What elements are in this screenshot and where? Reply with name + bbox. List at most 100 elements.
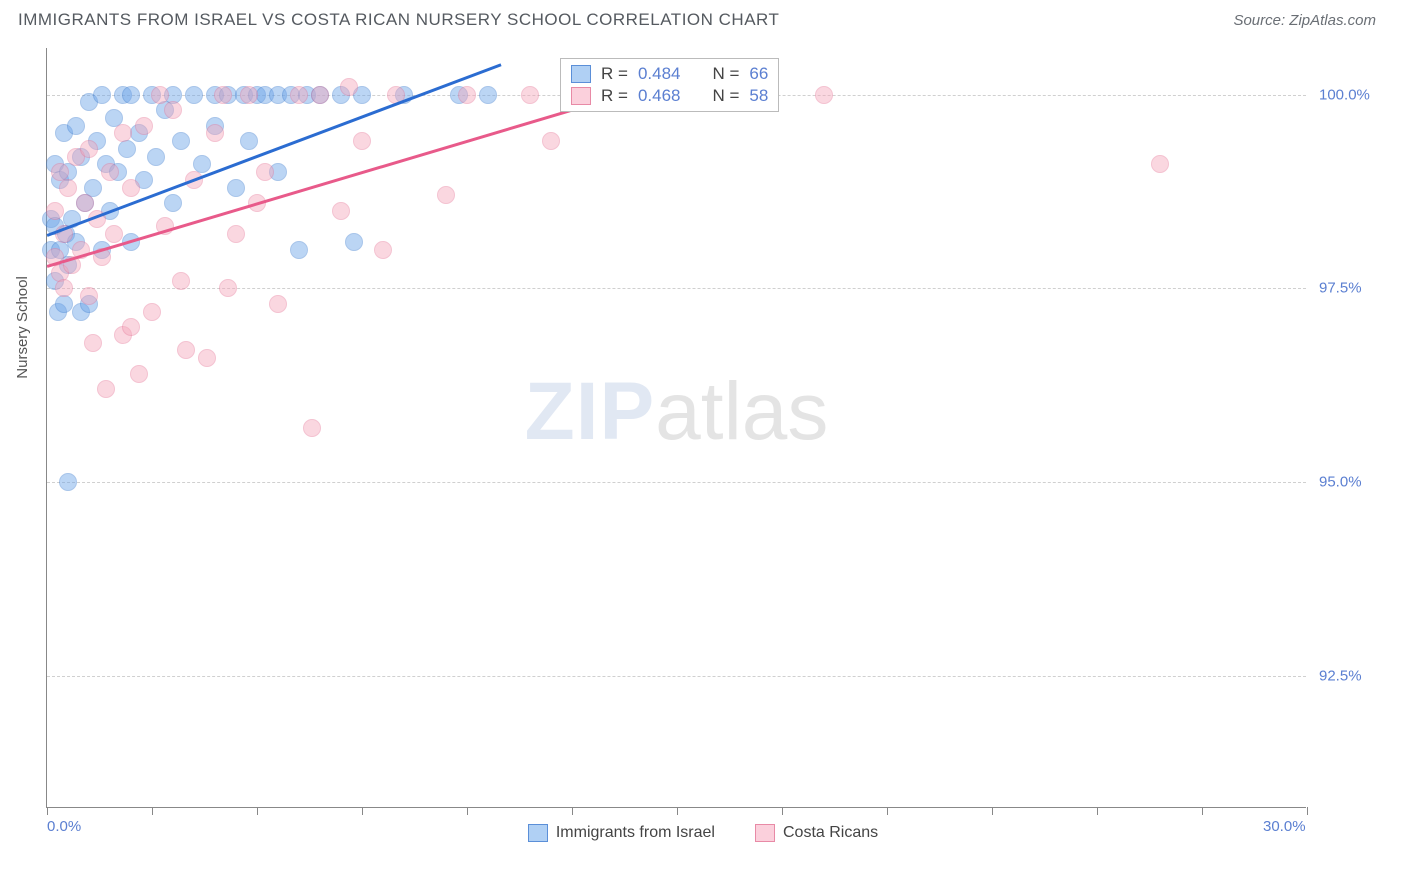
data-point (214, 86, 232, 104)
data-point (130, 365, 148, 383)
r-value: 0.468 (638, 86, 681, 106)
chart-title: IMMIGRANTS FROM ISRAEL VS COSTA RICAN NU… (18, 10, 779, 30)
n-value: 58 (749, 86, 768, 106)
data-point (80, 140, 98, 158)
data-point (521, 86, 539, 104)
x-tick (782, 807, 783, 815)
n-value: 66 (749, 64, 768, 84)
data-point (46, 202, 64, 220)
data-point (227, 225, 245, 243)
x-tick (1097, 807, 1098, 815)
data-point (105, 225, 123, 243)
y-axis-label: Nursery School (14, 276, 31, 379)
x-tick (47, 807, 48, 815)
data-point (815, 86, 833, 104)
legend-swatch (755, 824, 775, 842)
data-point (122, 179, 140, 197)
data-point (164, 194, 182, 212)
data-point (118, 140, 136, 158)
x-tick (257, 807, 258, 815)
data-point (198, 349, 216, 367)
data-point (114, 124, 132, 142)
data-point (458, 86, 476, 104)
x-tick (887, 807, 888, 815)
data-point (164, 101, 182, 119)
gridline (47, 676, 1306, 677)
data-point (151, 86, 169, 104)
gridline (47, 482, 1306, 483)
data-point (55, 279, 73, 297)
data-point (59, 179, 77, 197)
data-point (240, 86, 258, 104)
data-point (80, 287, 98, 305)
data-point (479, 86, 497, 104)
stats-row: R =0.484N =66 (571, 63, 768, 85)
source-attribution: Source: ZipAtlas.com (1233, 12, 1376, 29)
legend-item: Immigrants from Israel (528, 824, 715, 842)
data-point (290, 86, 308, 104)
series-swatch (571, 87, 591, 105)
legend-item: Costa Ricans (755, 824, 878, 842)
data-point (76, 194, 94, 212)
x-tick (572, 807, 573, 815)
y-tick-label: 92.5% (1319, 668, 1362, 685)
data-point (303, 419, 321, 437)
data-point (219, 279, 237, 297)
legend-label: Costa Ricans (783, 824, 878, 842)
data-point (206, 124, 224, 142)
data-point (147, 148, 165, 166)
scatter-plot-area: ZIPatlas 92.5%95.0%97.5%100.0%0.0%30.0% (46, 48, 1306, 808)
data-point (59, 473, 77, 491)
data-point (101, 163, 119, 181)
data-point (345, 233, 363, 251)
x-tick (362, 807, 363, 815)
data-point (340, 78, 358, 96)
x-tick (677, 807, 678, 815)
data-point (374, 241, 392, 259)
r-label: R = (601, 86, 628, 106)
data-point (177, 341, 195, 359)
data-point (437, 186, 455, 204)
series-swatch (571, 65, 591, 83)
y-tick-label: 97.5% (1319, 280, 1362, 297)
x-tick (152, 807, 153, 815)
data-point (240, 132, 258, 150)
correlation-stats-box: R =0.484N =66R =0.468N =58 (560, 58, 779, 112)
data-point (269, 295, 287, 313)
data-point (172, 272, 190, 290)
data-point (93, 86, 111, 104)
data-point (135, 117, 153, 135)
data-point (256, 163, 274, 181)
data-point (290, 241, 308, 259)
x-tick (1307, 807, 1308, 815)
r-label: R = (601, 64, 628, 84)
y-tick-label: 100.0% (1319, 86, 1370, 103)
legend-swatch (528, 824, 548, 842)
data-point (143, 303, 161, 321)
data-point (172, 132, 190, 150)
data-point (122, 86, 140, 104)
x-tick (1202, 807, 1203, 815)
data-point (185, 86, 203, 104)
data-point (353, 132, 371, 150)
data-point (84, 334, 102, 352)
data-point (97, 380, 115, 398)
data-point (311, 86, 329, 104)
n-label: N = (712, 86, 739, 106)
y-tick-label: 95.0% (1319, 474, 1362, 491)
data-point (1151, 155, 1169, 173)
data-point (122, 318, 140, 336)
n-label: N = (712, 64, 739, 84)
chart-header: IMMIGRANTS FROM ISRAEL VS COSTA RICAN NU… (0, 0, 1406, 34)
x-tick (992, 807, 993, 815)
data-point (542, 132, 560, 150)
data-point (227, 179, 245, 197)
legend-label: Immigrants from Israel (556, 824, 715, 842)
data-point (55, 295, 73, 313)
x-tick (467, 807, 468, 815)
watermark: ZIPatlas (525, 365, 829, 459)
data-point (67, 117, 85, 135)
stats-row: R = 0.468 N = 58 (571, 85, 768, 107)
legend: Immigrants from Israel Costa Ricans (0, 824, 1406, 842)
data-point (332, 202, 350, 220)
